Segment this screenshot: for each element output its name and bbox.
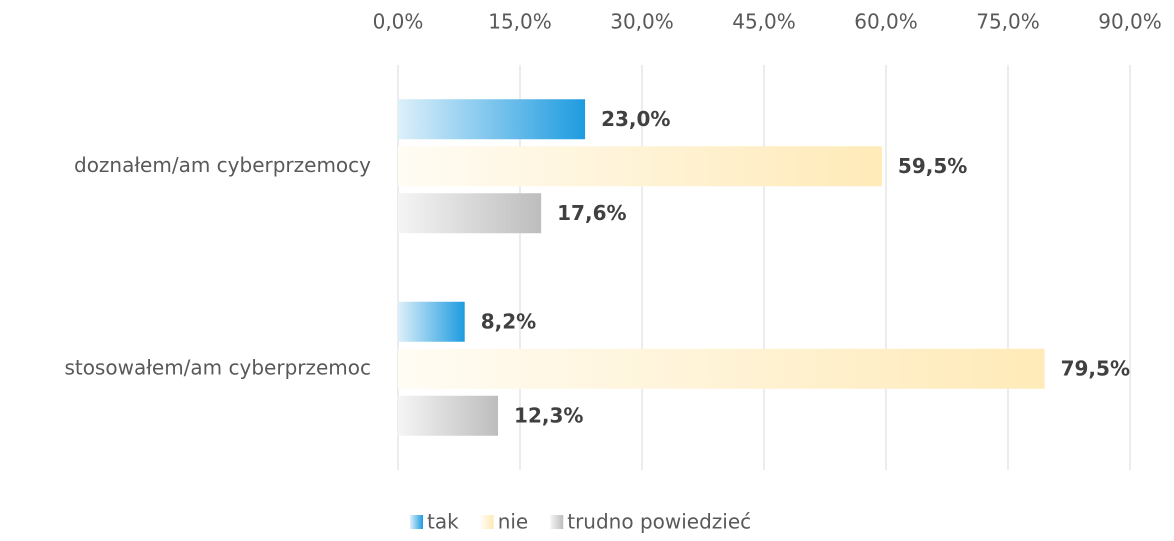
bar	[398, 99, 586, 140]
category-label: stosowałem/am cyberprzemoc	[64, 355, 371, 379]
x-tick-label: 0,0%	[373, 10, 424, 34]
bar	[398, 348, 1045, 389]
x-tick-label: 60,0%	[854, 10, 918, 34]
value-label: 23,0%	[601, 107, 670, 131]
bar	[398, 193, 542, 234]
legend-swatch	[480, 515, 494, 529]
x-tick-label: 45,0%	[732, 10, 796, 34]
legend-swatch	[550, 515, 564, 529]
value-label: 17,6%	[557, 201, 626, 225]
x-tick-label: 30,0%	[610, 10, 674, 34]
legend-swatch	[410, 515, 423, 529]
value-label: 8,2%	[481, 309, 536, 333]
bar	[398, 146, 882, 187]
value-label: 59,5%	[898, 154, 967, 178]
legend-item: trudno powiedzieć	[550, 510, 751, 534]
legend-label: trudno powiedzieć	[567, 510, 751, 534]
category-label: doznałem/am cyberprzemocy	[74, 153, 371, 177]
legend-label: nie	[498, 510, 529, 534]
value-label: 79,5%	[1061, 356, 1130, 380]
bar	[398, 395, 499, 436]
legend-label: tak	[427, 510, 459, 534]
x-tick-label: 90,0%	[1098, 10, 1162, 34]
value-label: 12,3%	[514, 403, 583, 427]
legend-item: nie	[480, 510, 529, 534]
x-tick-label: 75,0%	[976, 10, 1040, 34]
legend-item: tak	[410, 510, 459, 534]
x-tick-label: 15,0%	[488, 10, 552, 34]
bar	[398, 301, 465, 342]
